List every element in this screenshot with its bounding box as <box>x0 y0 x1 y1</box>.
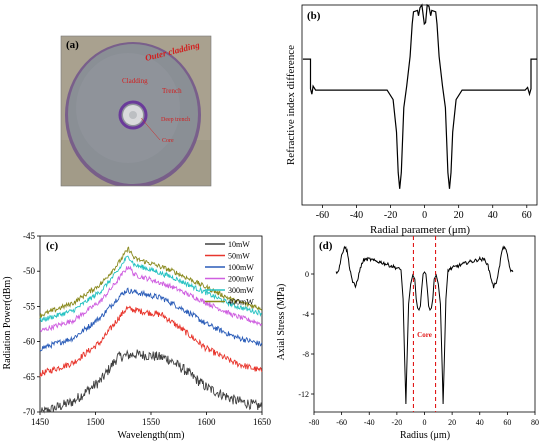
series-c <box>39 246 263 414</box>
panel-a: (a) Outer cladding Cladding Trench Deep … <box>60 35 212 187</box>
x-ticks-b: -60 -40 -20 0 20 40 60 <box>316 205 532 221</box>
y-tick-label-d: -12 <box>298 390 309 399</box>
core-annotation: Core <box>417 331 432 339</box>
x-tick-label-c: 1550 <box>142 417 161 427</box>
y-tick-label-c: -55 <box>23 301 35 311</box>
x-tick-label-b: 60 <box>522 210 532 221</box>
panel-label-c: (c) <box>46 240 59 252</box>
x-tick-label-d: 80 <box>531 418 539 427</box>
plot-frame-b <box>301 4 538 206</box>
ticks-d: -80 -60 -40 -20 0 20 40 60 80-12-8-40 <box>298 270 539 427</box>
y-tick-label-d: -4 <box>302 310 309 319</box>
y-tick-label-c: -65 <box>23 372 35 382</box>
x-tick-label-b: -20 <box>384 210 397 221</box>
x-tick-label-b: 20 <box>454 210 464 221</box>
series-line-c-100mW <box>39 287 263 352</box>
x-tick-label-d: 20 <box>448 418 456 427</box>
panel-label-d: (d) <box>319 240 333 252</box>
x-axis-label-d: Radius (μm) <box>400 430 450 441</box>
x-axis-label-b: Radial parameter (μm) <box>370 224 470 236</box>
label-trench: Trench <box>162 87 182 95</box>
series-line-d <box>335 245 514 405</box>
x-tick-label-b: -40 <box>350 210 363 221</box>
panel-b: -60 -40 -20 0 20 40 60 (b) Radial parameter (μ… <box>285 3 538 236</box>
series-line-c-50mW <box>39 305 263 377</box>
series-line-c-300mW <box>39 255 263 323</box>
x-tick-label-d: 0 <box>423 418 427 427</box>
x-tick-label-b: 0 <box>422 210 427 221</box>
core-center <box>129 111 137 119</box>
x-tick-label-d: -80 <box>309 418 320 427</box>
core-dashed-lines <box>412 236 437 412</box>
series-line-c-200mW <box>39 265 263 333</box>
panel-c: 1450 1500 1550 1600 1650 -70 -65 -60 -55 -50 -45 1… <box>2 231 272 441</box>
fiber-photo <box>61 36 211 186</box>
x-tick-label-b: -60 <box>316 210 329 221</box>
panel-d: -80 -60 -40 -20 0 20 40 60 80-12-8-40 Core (d) R… <box>276 235 539 441</box>
series-b <box>302 3 537 189</box>
photo-border <box>60 35 212 187</box>
label-cladding: Cladding <box>122 77 148 85</box>
series-line-c-400mW <box>39 246 263 318</box>
legend-c: 10mW 50mW 100mW 200mW 300mW 400mW <box>205 240 254 307</box>
x-tick-label-c: 1600 <box>198 417 217 427</box>
pointer-core <box>140 117 161 141</box>
ticks-c: 1450 1500 1550 1600 1650 -70 -65 -60 -55 -50 -45 <box>23 231 272 427</box>
series-d <box>335 245 514 405</box>
x-axis-label-c: Wavelength(nm) <box>118 430 185 441</box>
x-tick-label-d: 40 <box>476 418 484 427</box>
x-tick-label-d: -40 <box>364 418 375 427</box>
y-tick-label-c: -70 <box>23 407 35 417</box>
x-tick-label-c: 1650 <box>253 417 272 427</box>
panel-label-a: (a) <box>66 39 79 51</box>
x-tick-label-d: 60 <box>503 418 511 427</box>
legend-label: 200mW <box>228 275 254 284</box>
legend-label: 400mW <box>228 298 254 307</box>
x-tick-label-c: 1500 <box>87 417 106 427</box>
y-axis-label-c: Radiation Power(dBm) <box>2 276 13 369</box>
trench-ring <box>118 100 148 130</box>
x-tick-label-b: 40 <box>488 210 498 221</box>
label-deep-trench: Deep trench <box>161 117 190 123</box>
series-line-b <box>302 3 537 189</box>
x-tick-label-d: -20 <box>392 418 403 427</box>
y-axis-label-b: Refractive index difference <box>285 45 297 165</box>
label-core: Core <box>162 138 174 144</box>
x-tick-label-c: 1450 <box>31 417 50 427</box>
series-line-c-10mW <box>39 349 263 414</box>
y-axis-label-d: Axial Stress (MPa) <box>276 284 287 361</box>
legend-label: 100mW <box>228 263 254 272</box>
legend-label: 50mW <box>228 252 250 261</box>
plot-frame-d <box>313 235 536 413</box>
y-tick-label-c: -60 <box>23 337 35 347</box>
y-tick-label-c: -45 <box>23 231 35 241</box>
panel-label-b: (b) <box>307 10 321 22</box>
y-tick-label-d: -8 <box>302 350 309 359</box>
y-tick-label-c: -50 <box>23 266 35 276</box>
x-tick-label-d: -60 <box>336 418 347 427</box>
legend-label: 10mW <box>228 240 250 249</box>
legend-label: 300mW <box>228 286 254 295</box>
y-tick-label-d: 0 <box>305 270 309 279</box>
